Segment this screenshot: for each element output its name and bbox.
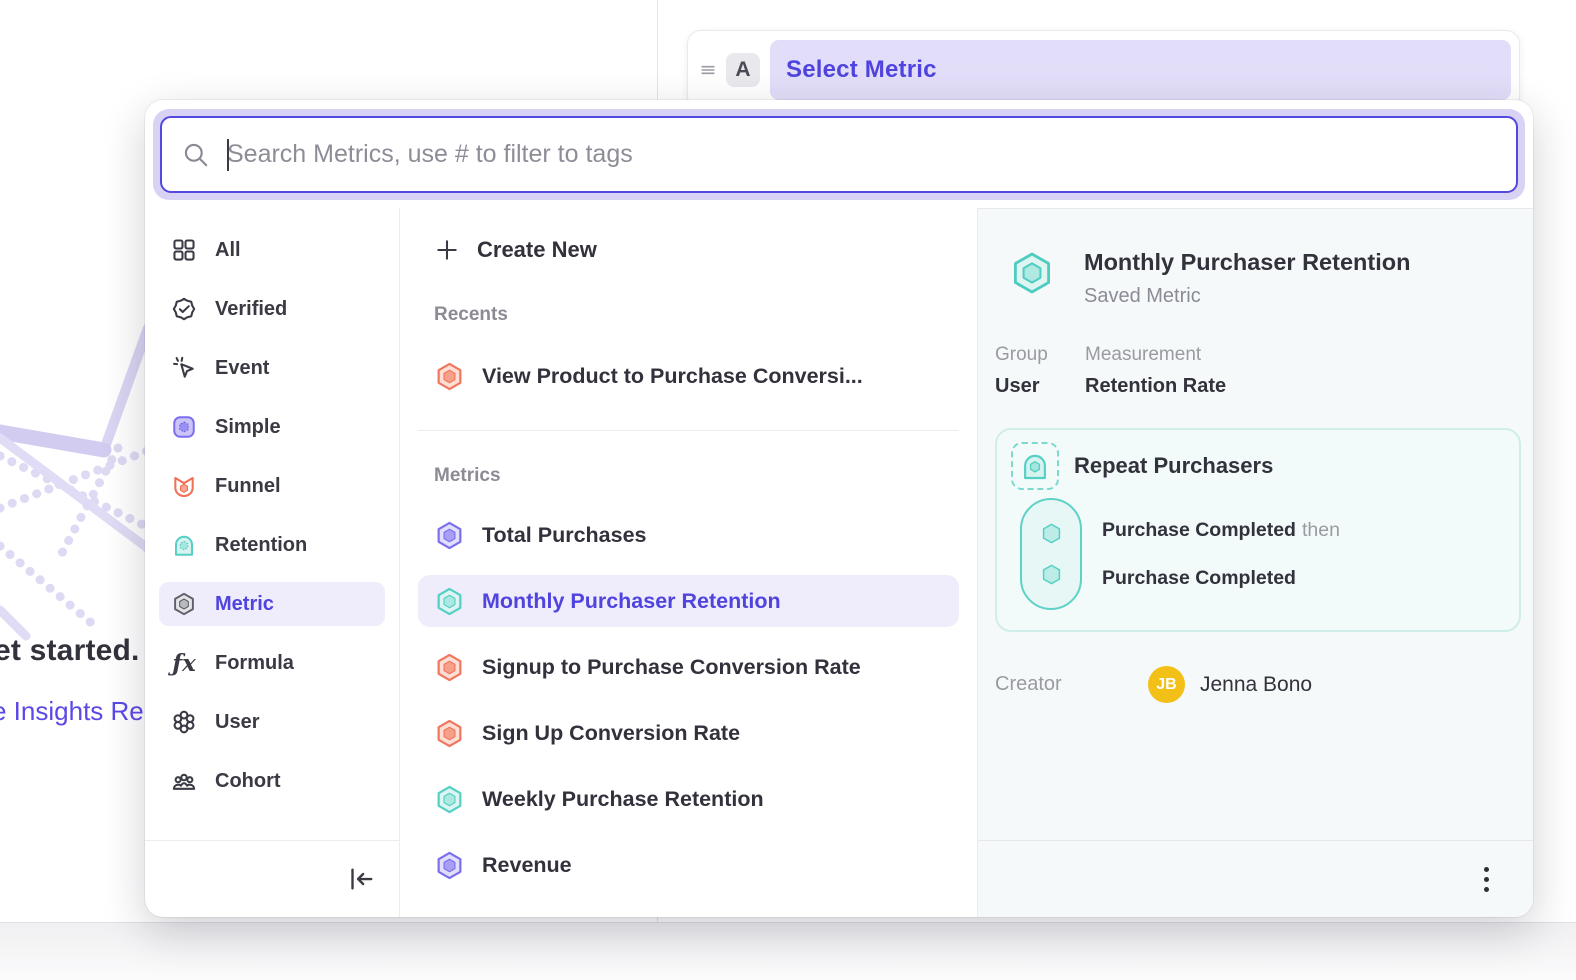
step-hexagon-icon [1039, 562, 1064, 587]
retention-icon [171, 532, 197, 558]
simple-metric-icon [171, 414, 197, 440]
group-label: Group [995, 344, 1085, 366]
metric-hexagon-icon [434, 652, 465, 683]
formula-icon: ƒx [171, 650, 197, 676]
group-value: User [995, 375, 1085, 398]
event-sequence-pill [1020, 498, 1082, 610]
grid-icon [171, 237, 197, 263]
creator-label: Creator [995, 673, 1148, 696]
metric-list-item[interactable]: Weekly Purchase Retention [418, 773, 959, 825]
metric-item-label: Signup to Purchase Conversion Rate [482, 655, 861, 680]
metric-list-panel: Create New Recents View Product to Purch… [400, 208, 978, 917]
metric-hexagon-icon [434, 520, 465, 551]
funnel-icon [171, 473, 197, 499]
kebab-menu-icon[interactable] [1478, 861, 1495, 898]
recent-item[interactable]: View Product to Purchase Conversi... [418, 350, 959, 402]
metric-list-item[interactable]: Total Purchases [418, 509, 959, 561]
sidebar-item-label: Verified [215, 298, 287, 321]
sidebar-item-verified[interactable]: Verified [159, 287, 385, 331]
metric-hexagon-icon [434, 586, 465, 617]
sidebar-item-label: Simple [215, 416, 281, 439]
saved-metric-type-icon [1008, 249, 1056, 297]
select-metric-label: Select Metric [786, 56, 937, 84]
sidebar-item-event[interactable]: Event [159, 346, 385, 390]
definition-step: Purchase Completed [1102, 567, 1340, 590]
definition-name: Repeat Purchasers [1074, 453, 1273, 479]
metrics-header: Metrics [434, 465, 959, 487]
metric-detail-panel: Monthly Purchaser Retention Saved Metric… [978, 208, 1533, 917]
metric-item-label: Sign Up Conversion Rate [482, 721, 740, 746]
detail-footer [978, 840, 1533, 917]
definition-card: Repeat Purchasers Purchase Completedthen [995, 428, 1521, 632]
list-divider [418, 430, 959, 431]
background-heading-fragment: et started. [0, 634, 140, 668]
step-connector: then [1302, 519, 1340, 541]
metric-hexagon-icon [434, 361, 465, 392]
metric-list-item[interactable]: Revenue [418, 839, 959, 891]
step-hexagon-icon [1039, 521, 1064, 546]
search-icon [182, 141, 209, 168]
plus-icon [434, 237, 460, 263]
sidebar-footer [145, 840, 399, 917]
sidebar-item-formula[interactable]: ƒx Formula [159, 641, 385, 685]
metric-list-item[interactable]: Sign Up Conversion Rate [418, 707, 959, 759]
cursor-click-icon [171, 355, 197, 381]
search-focus-ring [153, 109, 1525, 200]
sidebar-item-label: Event [215, 357, 269, 380]
verified-badge-icon [171, 296, 197, 322]
search-input[interactable] [227, 140, 1496, 169]
metric-list-item-selected[interactable]: Monthly Purchaser Retention [418, 575, 959, 627]
measurement-value: Retention Rate [1085, 375, 1226, 398]
sidebar-item-label: All [215, 239, 241, 262]
creator-row: Creator JB Jenna Bono [978, 632, 1533, 703]
sidebar-item-label: Cohort [215, 770, 281, 793]
sidebar-item-label: Retention [215, 534, 307, 557]
measurement-label: Measurement [1085, 344, 1226, 366]
recent-item-label: View Product to Purchase Conversi... [482, 364, 863, 389]
sidebar-item-label: Formula [215, 652, 294, 675]
create-new-button[interactable]: Create New [418, 226, 959, 274]
sidebar-item-label: User [215, 711, 259, 734]
cohort-icon [171, 768, 197, 794]
sidebar-item-funnel[interactable]: Funnel [159, 464, 385, 508]
recents-header: Recents [434, 304, 959, 326]
metric-hexagon-icon [434, 718, 465, 749]
sidebar-item-label: Metric [215, 593, 274, 616]
sidebar-item-all[interactable]: All [159, 228, 385, 272]
background-link-fragment[interactable]: e Insights Re [0, 696, 144, 727]
detail-subtitle: Saved Metric [1084, 285, 1410, 308]
create-new-label: Create New [477, 237, 597, 263]
background-footer-area [0, 923, 1576, 980]
metric-item-label: Revenue [482, 853, 572, 878]
sidebar-item-cohort[interactable]: Cohort [159, 759, 385, 803]
definition-step: Purchase Completedthen [1102, 519, 1340, 542]
metric-item-label: Total Purchases [482, 523, 647, 548]
sidebar-item-retention[interactable]: Retention [159, 523, 385, 567]
text-caret [227, 139, 229, 171]
metric-picker-modal: All Verified [145, 100, 1533, 917]
sidebar-item-label: Funnel [215, 475, 281, 498]
repeat-purchasers-icon [1011, 442, 1059, 490]
series-letter-badge[interactable]: A [726, 53, 760, 87]
metric-item-label: Weekly Purchase Retention [482, 787, 764, 812]
drag-handle-icon[interactable] [698, 59, 720, 81]
metric-item-label: Monthly Purchaser Retention [482, 589, 781, 614]
filter-sidebar: All Verified [145, 208, 400, 917]
avatar: JB [1148, 666, 1185, 703]
user-cluster-icon [171, 709, 197, 735]
sidebar-item-user[interactable]: User [159, 700, 385, 744]
sidebar-item-metric[interactable]: Metric [159, 582, 385, 626]
detail-title: Monthly Purchaser Retention [1084, 249, 1410, 276]
metric-selector-bar: A Select Metric [687, 30, 1520, 110]
metric-list-item[interactable]: Signup to Purchase Conversion Rate [418, 641, 959, 693]
metric-hexagon-icon [171, 591, 197, 617]
select-metric-button[interactable]: Select Metric [770, 40, 1511, 100]
search-field-container [160, 116, 1518, 193]
sidebar-item-simple[interactable]: Simple [159, 405, 385, 449]
creator-name: Jenna Bono [1200, 673, 1312, 697]
metric-hexagon-icon [434, 784, 465, 815]
collapse-sidebar-icon[interactable] [345, 864, 375, 894]
metric-hexagon-icon [434, 850, 465, 881]
